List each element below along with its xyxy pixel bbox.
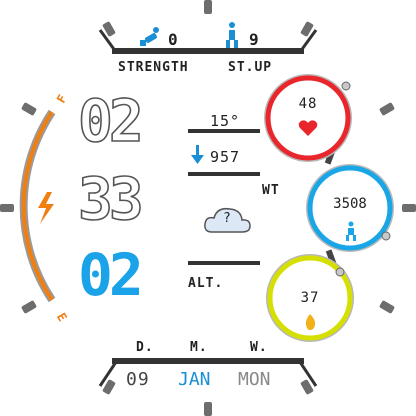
steps-ring [307, 165, 393, 251]
day-label: D. [136, 340, 154, 355]
heart-rate-value: 48 [298, 96, 318, 112]
battery-arc-fill [21, 110, 54, 302]
divider-bottom [188, 261, 260, 265]
heart-icon [298, 120, 318, 136]
battery-bolt-icon [38, 192, 54, 224]
strength-label: STRENGTH [118, 60, 189, 75]
heart-ring-knob [341, 81, 351, 91]
minutes: 33 [77, 165, 144, 233]
ring-connector-2 [325, 249, 337, 265]
arrow-down-icon [191, 145, 204, 164]
month-value: JAN [178, 369, 211, 390]
cloud-icon [204, 207, 251, 233]
battery-full-letter: F [54, 92, 70, 105]
divider-top [188, 129, 260, 133]
steps-ring-outline [306, 164, 394, 252]
wt-label: WT [262, 183, 280, 198]
calorie-ring-outline [266, 254, 354, 342]
temperature: 15° [210, 112, 241, 130]
steps-ring-knob [381, 231, 391, 241]
stup-label: ST.UP [228, 60, 273, 75]
walker-icon [346, 221, 356, 241]
calorie-ring-knob [335, 267, 345, 277]
weekday-value: MON [238, 369, 271, 390]
divider-middle [188, 172, 260, 176]
hours: 02 [77, 87, 144, 155]
top-bracket-bar [112, 48, 304, 54]
steps-value: 3508 [333, 196, 367, 212]
alt-label: ALT. [188, 276, 224, 291]
strength-value: 0 [168, 30, 179, 49]
seconds: 02 [78, 241, 144, 309]
stand-up-icon [226, 22, 238, 48]
bottom-bracket-bar [112, 358, 304, 364]
month-label: M. [190, 340, 208, 355]
day-value: 09 [126, 369, 150, 390]
weekday-label: W. [250, 340, 268, 355]
flame-icon [305, 314, 316, 330]
calorie-value: 37 [300, 290, 320, 306]
weather-condition: ? [223, 211, 232, 226]
calorie-ring [267, 255, 353, 341]
heart-ring [265, 75, 351, 161]
strength-icon [140, 27, 159, 46]
stup-value: 9 [249, 30, 260, 49]
battery-empty-letter: E [54, 311, 70, 324]
heart-ring-outline [264, 74, 352, 162]
pressure-value: 957 [210, 148, 241, 166]
